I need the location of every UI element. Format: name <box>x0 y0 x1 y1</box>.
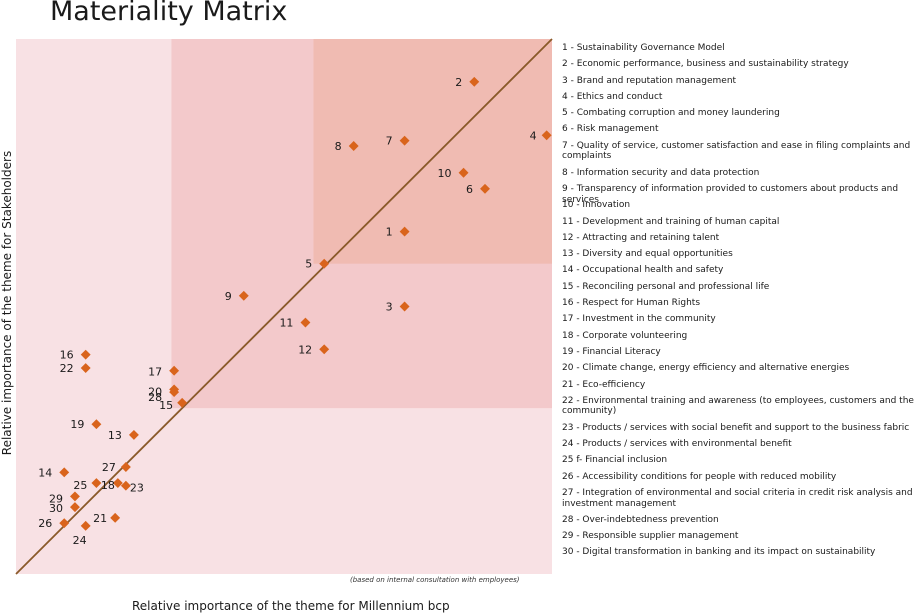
point-label-9: 9 <box>225 290 232 303</box>
diagonal-line <box>15 38 553 575</box>
point-label-22: 22 <box>60 362 74 375</box>
data-point-7 <box>399 135 410 146</box>
legend-item: 22 - Environmental training and awarenes… <box>562 395 914 417</box>
legend-item: 7 - Quality of service, customer satisfa… <box>562 140 911 162</box>
point-label-6: 6 <box>466 183 473 196</box>
point-label-2: 2 <box>455 76 462 89</box>
point-label-18: 18 <box>101 479 115 492</box>
point-label-16: 16 <box>60 349 74 362</box>
data-point-13 <box>128 429 139 440</box>
point-label-11: 11 <box>279 317 293 330</box>
legend-item: 13 - Diversity and equal opportunities <box>562 249 733 260</box>
y-axis-label: Relative importance of the theme for Sta… <box>0 150 14 456</box>
legend-item: 24 - Products / services with environmen… <box>562 439 792 450</box>
chart-title: Materiality Matrix <box>50 0 288 27</box>
legend-item: 12 - Attracting and retaining talent <box>562 232 720 243</box>
point-label-19: 19 <box>70 418 84 431</box>
data-point-1 <box>399 226 410 237</box>
legend-item: 16 - Respect for Human Rights <box>562 298 701 309</box>
point-label-23: 23 <box>130 482 144 495</box>
data-point-8 <box>348 141 359 151</box>
legend: 1 - Sustainability Governance Model 2 - … <box>562 43 920 564</box>
data-point-24 <box>80 520 91 531</box>
point-label-25: 25 <box>73 479 87 492</box>
point-label-15: 15 <box>159 399 173 412</box>
legend-item: 29 - Responsible supplier management <box>562 531 739 542</box>
point-label-7: 7 <box>386 135 393 148</box>
point-label-30: 30 <box>49 502 63 515</box>
legend-item: 14 - Occupational health and safety <box>562 265 724 276</box>
legend-item: 8 - Information security and data protec… <box>562 167 760 178</box>
data-point-4 <box>541 130 552 141</box>
point-label-20: 20 <box>148 385 162 398</box>
legend-item: 27 - Integration of environmental and so… <box>562 487 913 509</box>
legend-item: 30 - Digital transformation in banking a… <box>562 547 876 558</box>
point-label-27: 27 <box>102 461 116 474</box>
point-label-24: 24 <box>73 534 87 547</box>
data-point-11 <box>300 317 311 328</box>
point-label-4: 4 <box>530 129 537 142</box>
data-point-17 <box>169 365 180 376</box>
legend-item: 6 - Risk management <box>562 124 659 135</box>
point-label-13: 13 <box>108 429 122 442</box>
data-point-9 <box>238 290 249 301</box>
legend-item: 3 - Brand and reputation management <box>562 75 737 86</box>
x-axis-label: Relative importance of the theme for Mil… <box>132 599 450 613</box>
legend-item: 9 - Transparency of information provided… <box>562 183 899 205</box>
data-point-28 <box>169 387 180 398</box>
source-note: (based on internal consultation with emp… <box>350 576 520 584</box>
legend-item: 10 - Innovation <box>562 200 631 211</box>
data-point-21 <box>110 512 121 523</box>
legend-item: 25 f- Financial inclusion <box>562 455 668 466</box>
point-label-3: 3 <box>386 301 393 314</box>
point-label-21: 21 <box>93 512 107 525</box>
legend-item: 21 - Eco-efficiency <box>562 379 646 390</box>
data-point-15 <box>177 397 188 408</box>
point-label-10: 10 <box>438 167 452 180</box>
legend-item: 20 - Climate change, energy efficiency a… <box>562 363 850 374</box>
point-label-12: 12 <box>298 343 312 356</box>
legend-item: 23 - Products / services with social ben… <box>562 422 910 433</box>
point-label-17: 17 <box>148 366 162 379</box>
point-label-5: 5 <box>305 258 312 271</box>
point-label-1: 1 <box>386 226 393 239</box>
data-point-5 <box>319 258 330 269</box>
legend-item: 11 - Development and training of human c… <box>562 216 780 227</box>
legend-item: 28 - Over-indebtedness prevention <box>562 514 719 525</box>
data-point-6 <box>480 183 490 194</box>
legend-item: 2 - Economic performance, business and s… <box>562 59 849 70</box>
data-point-3 <box>399 301 410 312</box>
legend-item: 4 - Ethics and conduct <box>562 91 663 102</box>
point-label-14: 14 <box>38 466 52 479</box>
data-point-12 <box>319 344 330 355</box>
zone-high <box>313 39 552 264</box>
point-label-29: 29 <box>49 492 63 505</box>
legend-item: 5 - Combating corruption and money laund… <box>562 108 780 119</box>
legend-item: 1 - Sustainability Governance Model <box>562 43 725 53</box>
legend-item: 19 - Financial Literacy <box>562 346 661 357</box>
legend-item: 26 - Accessibility conditions for people… <box>562 471 837 482</box>
data-point-10 <box>458 167 469 178</box>
point-label-26: 26 <box>38 517 52 530</box>
point-label-8: 8 <box>335 140 342 153</box>
point-label-28: 28 <box>148 391 162 404</box>
legend-item: 15 - Reconciling personal and profession… <box>562 281 770 292</box>
data-point-26 <box>59 518 70 529</box>
legend-item: 17 - Investment in the community <box>562 314 716 325</box>
legend-item: 18 - Corporate volunteering <box>562 330 688 341</box>
